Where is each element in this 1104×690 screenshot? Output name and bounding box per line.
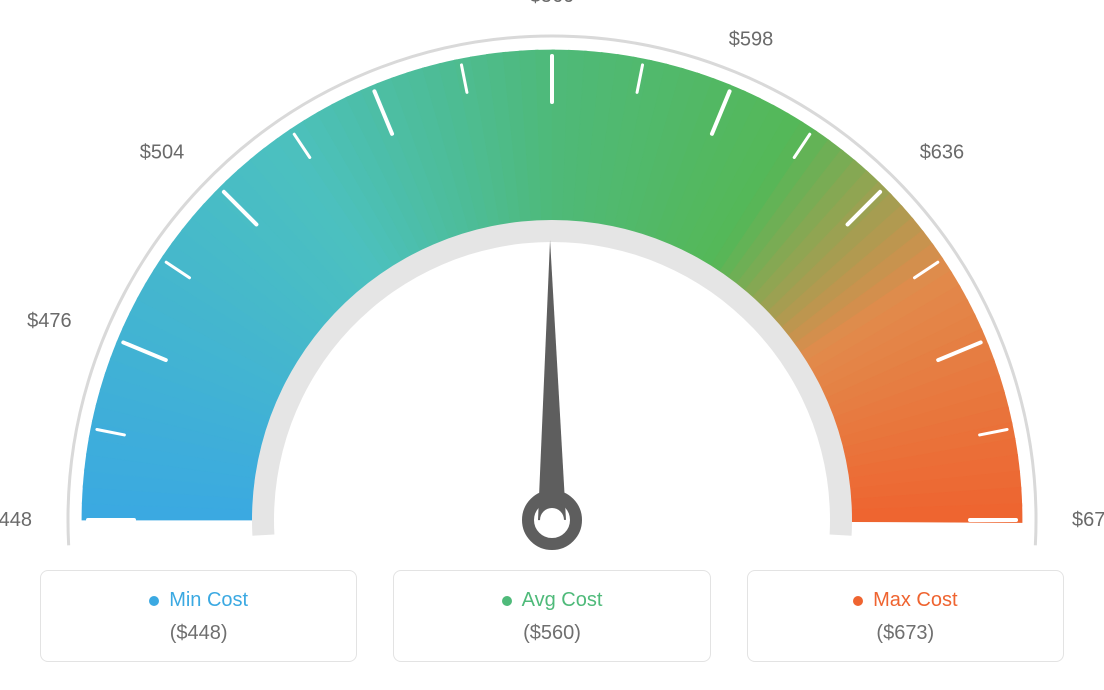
svg-text:$560: $560 bbox=[530, 0, 575, 7]
svg-text:$448: $448 bbox=[0, 509, 32, 531]
legend-max-label: Max Cost bbox=[853, 589, 957, 612]
svg-text:$673: $673 bbox=[1072, 509, 1104, 531]
legend-max-value: ($673) bbox=[758, 622, 1053, 645]
svg-text:$636: $636 bbox=[920, 141, 965, 163]
legend-min-label: Min Cost bbox=[149, 589, 248, 612]
legend-avg-value: ($560) bbox=[404, 622, 699, 645]
svg-text:$476: $476 bbox=[27, 310, 72, 332]
legend-card-max: Max Cost ($673) bbox=[747, 570, 1064, 662]
legend-min-value: ($448) bbox=[51, 622, 346, 645]
legend-avg-label: Avg Cost bbox=[502, 589, 603, 612]
legend-card-min: Min Cost ($448) bbox=[40, 570, 357, 662]
svg-text:$598: $598 bbox=[729, 29, 774, 51]
legend-row: Min Cost ($448) Avg Cost ($560) Max Cost… bbox=[0, 570, 1104, 662]
legend-card-avg: Avg Cost ($560) bbox=[393, 570, 710, 662]
svg-text:$504: $504 bbox=[140, 141, 185, 163]
gauge-chart: $673 $636 $560 $504 $448 $476 $598 bbox=[0, 0, 1104, 560]
